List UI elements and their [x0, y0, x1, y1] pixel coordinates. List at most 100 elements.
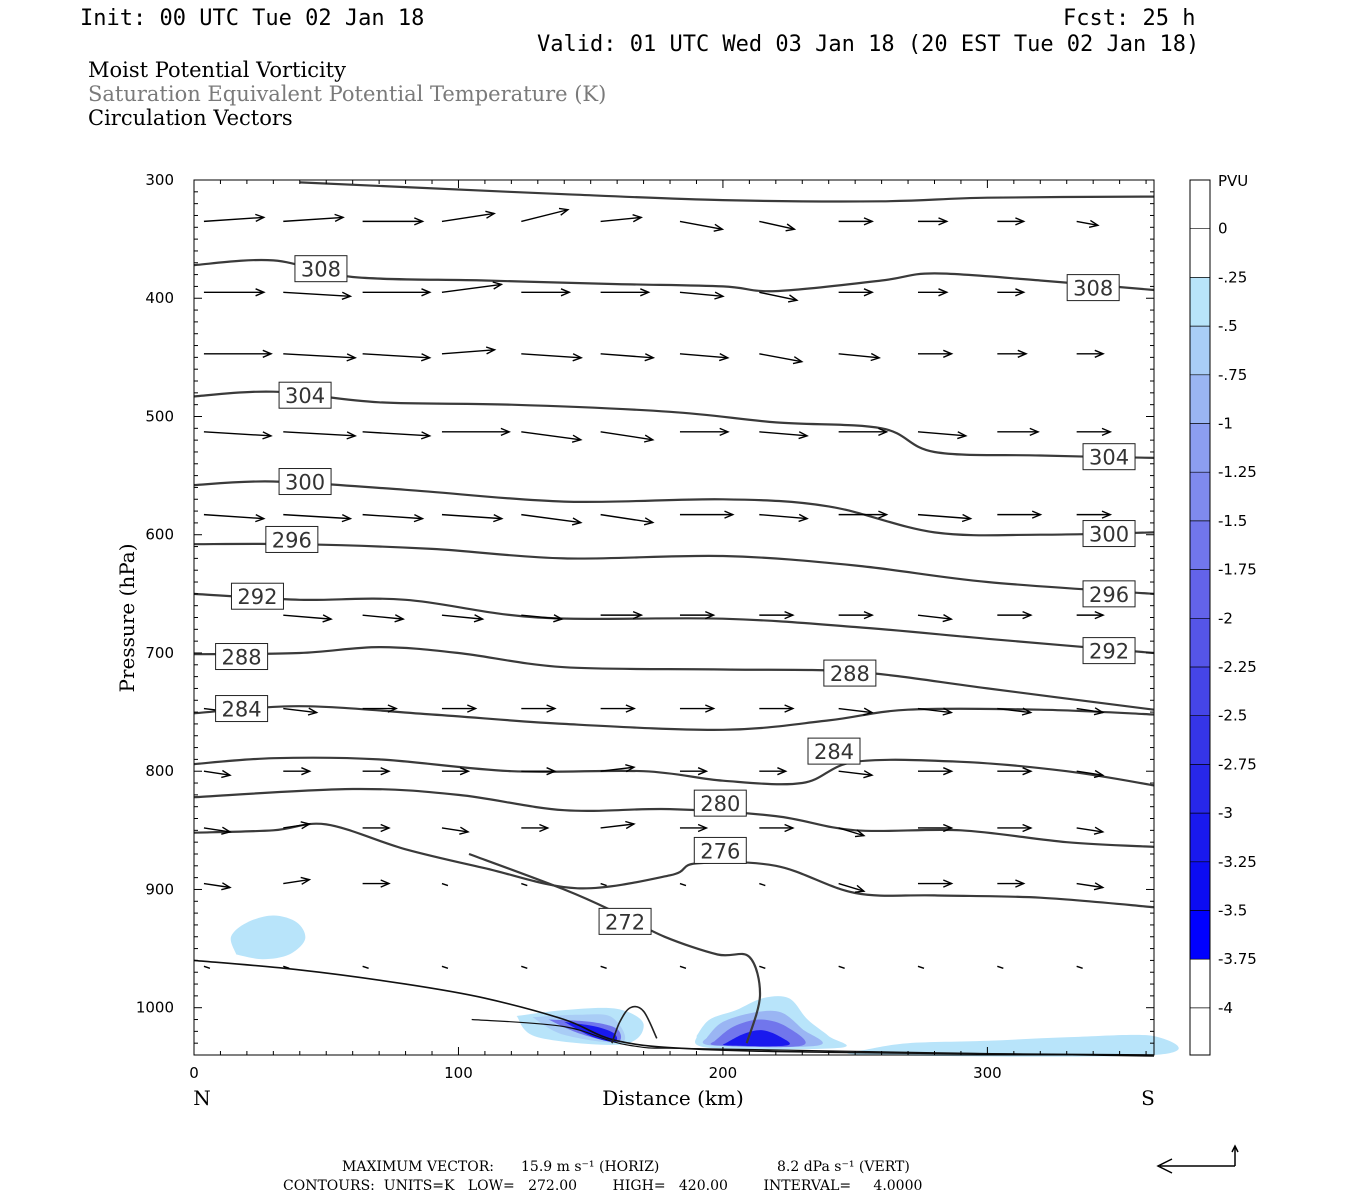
contour-label-text: 292 — [237, 585, 277, 609]
y-tick-label: 800 — [145, 762, 174, 780]
vector-shaft — [441, 965, 449, 969]
circulation-vector — [1076, 610, 1105, 620]
vector-shaft — [600, 766, 635, 772]
circulation-vector — [283, 513, 353, 523]
contour-label-text: 284 — [222, 698, 262, 722]
vector-head — [1093, 826, 1105, 835]
circulation-vector — [203, 965, 211, 969]
circulation-vector — [362, 767, 391, 776]
x-tick-label: 100 — [444, 1064, 473, 1082]
vector-shaft — [759, 431, 808, 437]
vector-head — [571, 434, 583, 443]
vector-head — [221, 882, 232, 891]
colorbar-swatch — [1190, 715, 1210, 765]
contour-label: 308 — [294, 255, 348, 283]
circulation-vector — [917, 217, 949, 226]
circulation-vector — [283, 291, 353, 300]
circulation-vector — [521, 614, 564, 623]
circulation-vector — [203, 826, 232, 835]
contour-label-box — [265, 525, 319, 553]
circulation-vector — [203, 513, 266, 523]
vector-shaft — [679, 291, 724, 298]
x-axis-south-label: S — [1141, 1086, 1155, 1110]
theta-es-contour-292 — [193, 645, 1155, 711]
contour-label: 300 — [1082, 520, 1136, 548]
circulation-vector — [600, 513, 655, 526]
colorbar-label: -.25 — [1218, 268, 1247, 286]
circulation-vector — [203, 769, 232, 779]
colorbar-label: -1.5 — [1218, 512, 1247, 530]
circulation-vector — [759, 220, 797, 232]
vector-head — [863, 707, 874, 716]
circulation-vector — [679, 882, 687, 887]
vector-head — [334, 213, 345, 223]
vector-head — [300, 876, 312, 885]
vector-head — [718, 352, 730, 362]
circulation-vector — [759, 767, 788, 776]
circulation-vector — [838, 217, 874, 226]
circulation-vector — [441, 882, 449, 887]
vector-shaft — [283, 431, 356, 437]
vector-head — [485, 346, 497, 355]
vector-head — [625, 764, 636, 773]
vector-head — [938, 288, 949, 297]
max-vector-vert: 8.2 dPa s⁻¹ (VERT) — [777, 1159, 910, 1175]
circulation-vector — [1076, 707, 1105, 716]
vector-shaft — [441, 614, 483, 620]
contour-label-box — [823, 659, 877, 687]
contour-label-text: 304 — [285, 384, 325, 408]
y-tick-label: 700 — [145, 644, 174, 662]
circulation-vector — [441, 767, 471, 776]
circulation-vector — [600, 965, 607, 969]
vector-head — [777, 767, 788, 776]
vector-head — [787, 294, 799, 303]
vector-head — [553, 614, 564, 623]
vector-head — [1088, 219, 1100, 228]
circulation-vector — [759, 431, 809, 440]
max-vector-horiz: 15.9 m s⁻¹ (HORIZ) — [521, 1159, 659, 1175]
vector-shaft — [838, 827, 865, 837]
vector-head — [1093, 707, 1105, 716]
vector-head — [546, 704, 557, 713]
vector-head — [961, 513, 973, 523]
circulation-vector — [203, 213, 266, 223]
vector-shaft — [600, 882, 607, 887]
vector-shaft — [362, 965, 369, 969]
vector-head — [413, 513, 425, 523]
contour-label: 272 — [598, 907, 652, 935]
contour-label-box — [1082, 580, 1136, 608]
circulation-vector — [838, 882, 866, 893]
vector-head — [943, 823, 954, 833]
vector-head — [942, 707, 954, 716]
pv-area — [230, 915, 306, 960]
vector-head — [1022, 767, 1033, 776]
colorbar-swatch — [1190, 277, 1210, 327]
colorbar-label: -3.5 — [1218, 902, 1247, 920]
theta-es-contour-small-loop — [611, 1005, 658, 1044]
colorbar-frame — [1189, 179, 1211, 1056]
circulation-vector — [521, 353, 583, 362]
vector-head — [387, 704, 398, 713]
vector-shaft — [441, 882, 449, 887]
contour-label-box — [1082, 443, 1136, 471]
circulation-vector — [759, 513, 809, 523]
y-tick-label: 1000 — [136, 999, 174, 1017]
circulation-vector — [600, 704, 636, 713]
contour-label-box — [598, 907, 652, 935]
contour-label-text: 280 — [700, 792, 740, 816]
vector-shaft — [997, 707, 1031, 714]
vector-head — [854, 829, 866, 838]
vector-head — [1021, 707, 1033, 716]
vector-head — [878, 427, 889, 437]
reference-vector-icon — [1156, 1144, 1239, 1174]
vector-head — [467, 704, 478, 713]
vector-shaft — [283, 878, 310, 885]
circulation-vector — [838, 707, 874, 716]
circulation-vector — [997, 707, 1033, 716]
vector-head — [784, 704, 795, 713]
vector-shaft — [362, 513, 423, 520]
vector-shaft — [521, 353, 582, 359]
vector-head — [262, 431, 273, 440]
vector-head — [719, 427, 730, 437]
vector-head — [1094, 610, 1105, 620]
